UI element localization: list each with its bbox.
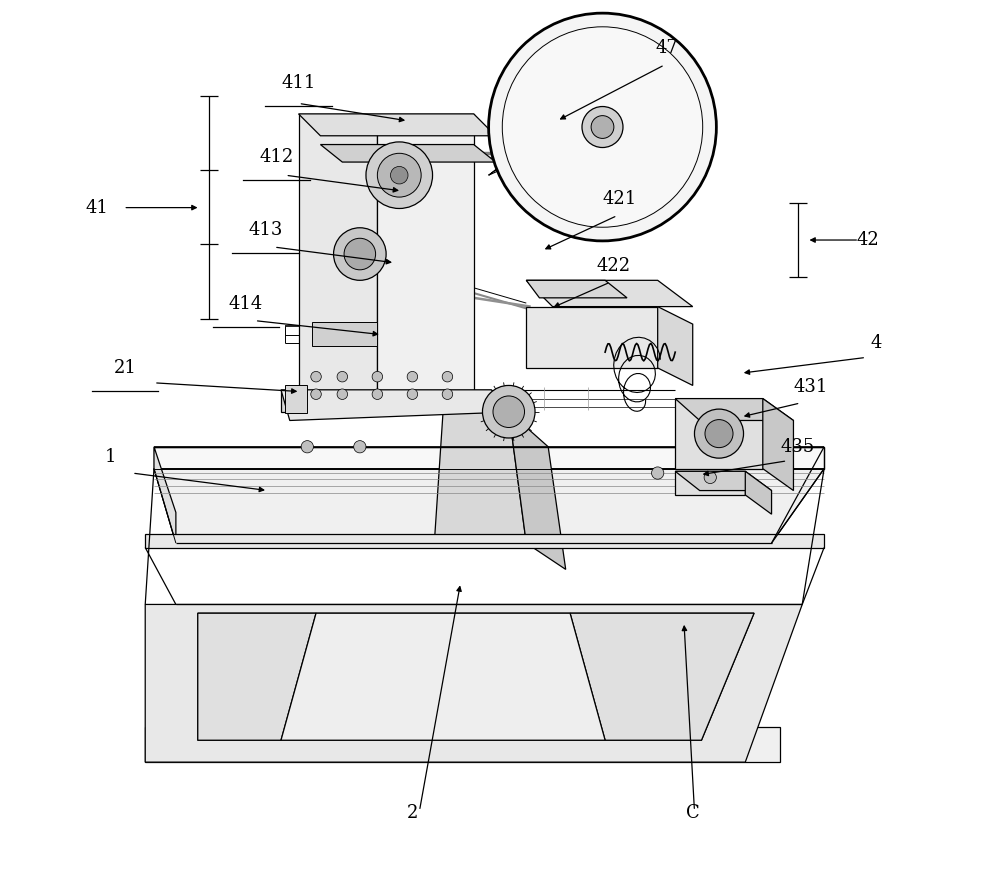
Text: 47: 47 bbox=[655, 39, 678, 57]
Polygon shape bbox=[320, 145, 496, 162]
Polygon shape bbox=[198, 613, 316, 740]
Text: 413: 413 bbox=[248, 221, 282, 239]
Circle shape bbox=[502, 27, 703, 227]
Polygon shape bbox=[154, 469, 824, 543]
Polygon shape bbox=[509, 412, 566, 569]
Circle shape bbox=[337, 389, 348, 399]
Circle shape bbox=[311, 389, 321, 399]
Polygon shape bbox=[570, 613, 754, 740]
Circle shape bbox=[377, 153, 421, 197]
Polygon shape bbox=[154, 447, 824, 469]
Circle shape bbox=[311, 371, 321, 382]
Polygon shape bbox=[526, 280, 627, 298]
Circle shape bbox=[591, 116, 614, 138]
Circle shape bbox=[407, 371, 418, 382]
Text: 41: 41 bbox=[86, 199, 108, 216]
Polygon shape bbox=[154, 447, 176, 543]
Circle shape bbox=[442, 389, 453, 399]
Polygon shape bbox=[281, 613, 605, 740]
Text: 412: 412 bbox=[259, 148, 294, 166]
Circle shape bbox=[334, 228, 386, 280]
Circle shape bbox=[407, 389, 418, 399]
Polygon shape bbox=[658, 307, 693, 385]
Text: 21: 21 bbox=[114, 358, 137, 377]
Text: 1: 1 bbox=[104, 448, 116, 466]
Circle shape bbox=[482, 385, 535, 438]
Polygon shape bbox=[312, 322, 377, 346]
Polygon shape bbox=[763, 399, 793, 491]
Circle shape bbox=[705, 420, 733, 448]
Polygon shape bbox=[377, 114, 474, 412]
Circle shape bbox=[366, 142, 433, 208]
Circle shape bbox=[344, 238, 376, 270]
Circle shape bbox=[337, 371, 348, 382]
Polygon shape bbox=[675, 471, 745, 495]
Text: 4: 4 bbox=[871, 334, 882, 352]
Polygon shape bbox=[526, 307, 658, 368]
Polygon shape bbox=[145, 534, 824, 548]
Text: 421: 421 bbox=[602, 190, 636, 208]
Text: 431: 431 bbox=[794, 378, 828, 396]
Polygon shape bbox=[526, 280, 693, 307]
Polygon shape bbox=[434, 412, 526, 543]
Text: 414: 414 bbox=[229, 294, 263, 313]
Polygon shape bbox=[145, 604, 802, 762]
Polygon shape bbox=[489, 123, 566, 175]
Polygon shape bbox=[675, 399, 763, 469]
Polygon shape bbox=[299, 114, 496, 136]
Polygon shape bbox=[285, 385, 307, 413]
Circle shape bbox=[493, 396, 525, 427]
Circle shape bbox=[372, 371, 383, 382]
Circle shape bbox=[652, 467, 664, 479]
Circle shape bbox=[489, 13, 716, 241]
Text: C: C bbox=[686, 803, 700, 822]
Polygon shape bbox=[281, 390, 518, 420]
Polygon shape bbox=[675, 471, 772, 491]
Text: 42: 42 bbox=[857, 231, 879, 249]
Circle shape bbox=[372, 389, 383, 399]
Text: 422: 422 bbox=[597, 257, 631, 275]
Polygon shape bbox=[745, 471, 772, 514]
Text: 435: 435 bbox=[781, 437, 815, 456]
Circle shape bbox=[582, 107, 623, 147]
Circle shape bbox=[390, 166, 408, 184]
Text: 2: 2 bbox=[407, 803, 418, 822]
Circle shape bbox=[694, 409, 744, 458]
Polygon shape bbox=[198, 613, 754, 740]
Polygon shape bbox=[299, 114, 377, 412]
Text: 411: 411 bbox=[281, 74, 316, 92]
Polygon shape bbox=[145, 727, 780, 762]
Circle shape bbox=[301, 441, 313, 453]
Circle shape bbox=[354, 441, 366, 453]
Circle shape bbox=[442, 371, 453, 382]
Polygon shape bbox=[281, 390, 491, 412]
Polygon shape bbox=[675, 399, 793, 420]
Circle shape bbox=[704, 471, 716, 484]
